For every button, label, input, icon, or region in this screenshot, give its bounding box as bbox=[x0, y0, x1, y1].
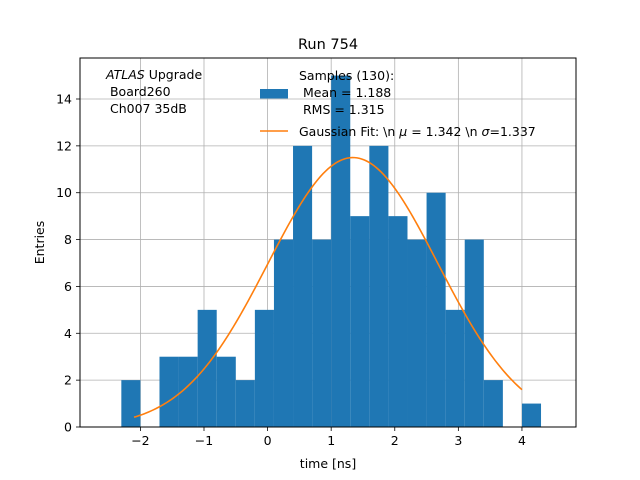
legend-fit-label: Gaussian Fit: \n μ = 1.342 \n σ=1.337 bbox=[299, 124, 536, 139]
y-tick-label: 2 bbox=[64, 373, 72, 388]
legend-fit-sigma-symbol: σ bbox=[482, 124, 491, 139]
histogram-bar bbox=[254, 309, 274, 427]
legend-fit-prefix: Gaussian Fit: \n bbox=[299, 124, 399, 139]
histogram-bar bbox=[178, 356, 198, 427]
x-tick-label: 4 bbox=[518, 433, 526, 448]
annotation-line-3: Ch007 35dB bbox=[106, 101, 187, 116]
histogram-bar bbox=[121, 380, 141, 427]
y-tick-label: 0 bbox=[64, 420, 72, 435]
y-tick-label: 8 bbox=[64, 232, 72, 247]
x-tick-label: 3 bbox=[454, 433, 462, 448]
histogram-bar bbox=[197, 309, 217, 427]
histogram-bar bbox=[350, 216, 370, 427]
x-tick-label: −1 bbox=[195, 433, 213, 448]
fit-curve-group bbox=[133, 156, 523, 418]
histogram-bar bbox=[159, 356, 179, 427]
histogram-bar bbox=[521, 403, 542, 427]
histogram-bar bbox=[273, 239, 294, 427]
y-tick-label: 6 bbox=[64, 279, 72, 294]
x-tick-label: 2 bbox=[391, 433, 399, 448]
legend-hist-swatch bbox=[260, 89, 288, 99]
legend-fit-mu-value: = 1.342 \n bbox=[407, 124, 481, 139]
atlas-label: ATLAS bbox=[105, 67, 145, 82]
y-tick-label: 14 bbox=[56, 92, 72, 107]
x-tick-label: 0 bbox=[264, 433, 272, 448]
x-tick-label: 1 bbox=[327, 433, 335, 448]
histogram-bar bbox=[464, 239, 484, 427]
legend-hist-line-2: Mean = 1.188 bbox=[299, 85, 391, 100]
histogram-bar bbox=[445, 309, 465, 427]
y-tick-label: 4 bbox=[64, 326, 72, 341]
legend: Samples (130): Mean = 1.188 RMS = 1.315 … bbox=[260, 68, 536, 139]
legend-hist-line-1: Samples (130): bbox=[299, 68, 394, 83]
histogram-bar bbox=[216, 356, 236, 427]
histogram-bars bbox=[121, 75, 542, 428]
y-tick-label: 12 bbox=[56, 138, 72, 153]
legend-hist-line-3: RMS = 1.315 bbox=[299, 102, 385, 117]
histogram-bar bbox=[483, 380, 503, 427]
x-tick-label: −2 bbox=[131, 433, 149, 448]
x-axis-label: time [ns] bbox=[300, 456, 356, 471]
legend-fit-sigma-value: =1.337 bbox=[489, 124, 535, 139]
annotation-line-1: ATLAS Upgrade bbox=[105, 67, 202, 82]
histogram-bar bbox=[426, 192, 446, 427]
histogram-bar bbox=[312, 239, 332, 427]
axes-frame bbox=[79, 57, 577, 428]
histogram-bar bbox=[369, 145, 389, 427]
upgrade-label: Upgrade bbox=[145, 67, 203, 82]
y-axis-label: Entries bbox=[32, 221, 47, 265]
chart-title: Run 754 bbox=[298, 37, 358, 53]
legend-fit-mu-symbol: μ bbox=[398, 124, 407, 139]
histogram-bar bbox=[293, 145, 313, 427]
gaussian-fit-curve bbox=[133, 156, 523, 418]
histogram-bar bbox=[407, 239, 427, 427]
histogram-bar bbox=[235, 380, 255, 427]
y-tick-label: 10 bbox=[56, 185, 72, 200]
atlas-annotation: ATLAS Upgrade Board260 Ch007 35dB bbox=[105, 67, 202, 116]
annotation-line-2: Board260 bbox=[106, 84, 171, 99]
histogram-bar bbox=[388, 216, 408, 427]
